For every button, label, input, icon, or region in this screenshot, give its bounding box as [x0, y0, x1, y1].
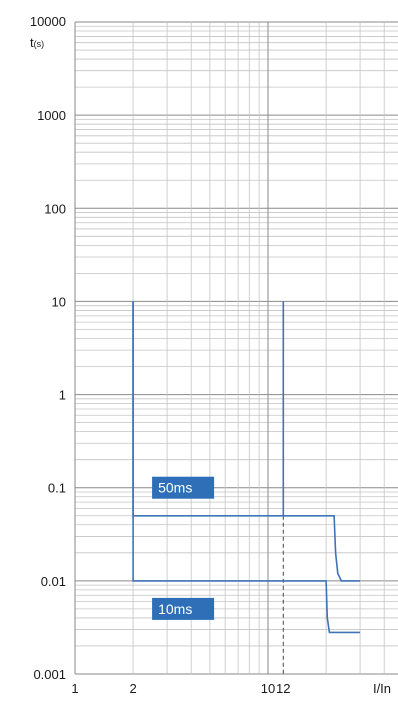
- y-tick-label: 0.001: [33, 667, 66, 682]
- y-tick-label: 1: [59, 388, 66, 403]
- series-label-text: 50ms: [158, 480, 192, 496]
- series-labels: 50ms 10ms: [152, 476, 215, 620]
- series-label-box: [152, 476, 215, 499]
- y-tick-label: 10000: [30, 14, 66, 29]
- x-axis-label: I/In: [373, 681, 391, 696]
- series-label-text: 10ms: [158, 601, 192, 617]
- series-group: [132, 301, 361, 634]
- x-tick-label: 1: [71, 681, 78, 696]
- grid: [74, 21, 398, 675]
- x-axis-ticks: 1 2 10 12 I/In: [71, 681, 391, 696]
- series-line-50ms-tail: [283, 515, 361, 582]
- x-tick-label: 10: [261, 681, 275, 696]
- series-line-10ms: [132, 301, 361, 634]
- series-label-box: [152, 597, 215, 620]
- x-tick-label: 12: [276, 681, 290, 696]
- y-tick-label: 0.01: [41, 574, 66, 589]
- y-tick-label: 10: [52, 294, 66, 309]
- y-axis-label: t(s): [30, 35, 44, 50]
- y-tick-label: 0.1: [48, 481, 66, 496]
- y-tick-label: 100: [44, 201, 66, 216]
- x-tick-label: 2: [129, 681, 136, 696]
- y-axis-ticks: 10000 1000 100 10 1 0.1 0.01 0.001: [30, 14, 66, 682]
- y-tick-label: 1000: [37, 108, 66, 123]
